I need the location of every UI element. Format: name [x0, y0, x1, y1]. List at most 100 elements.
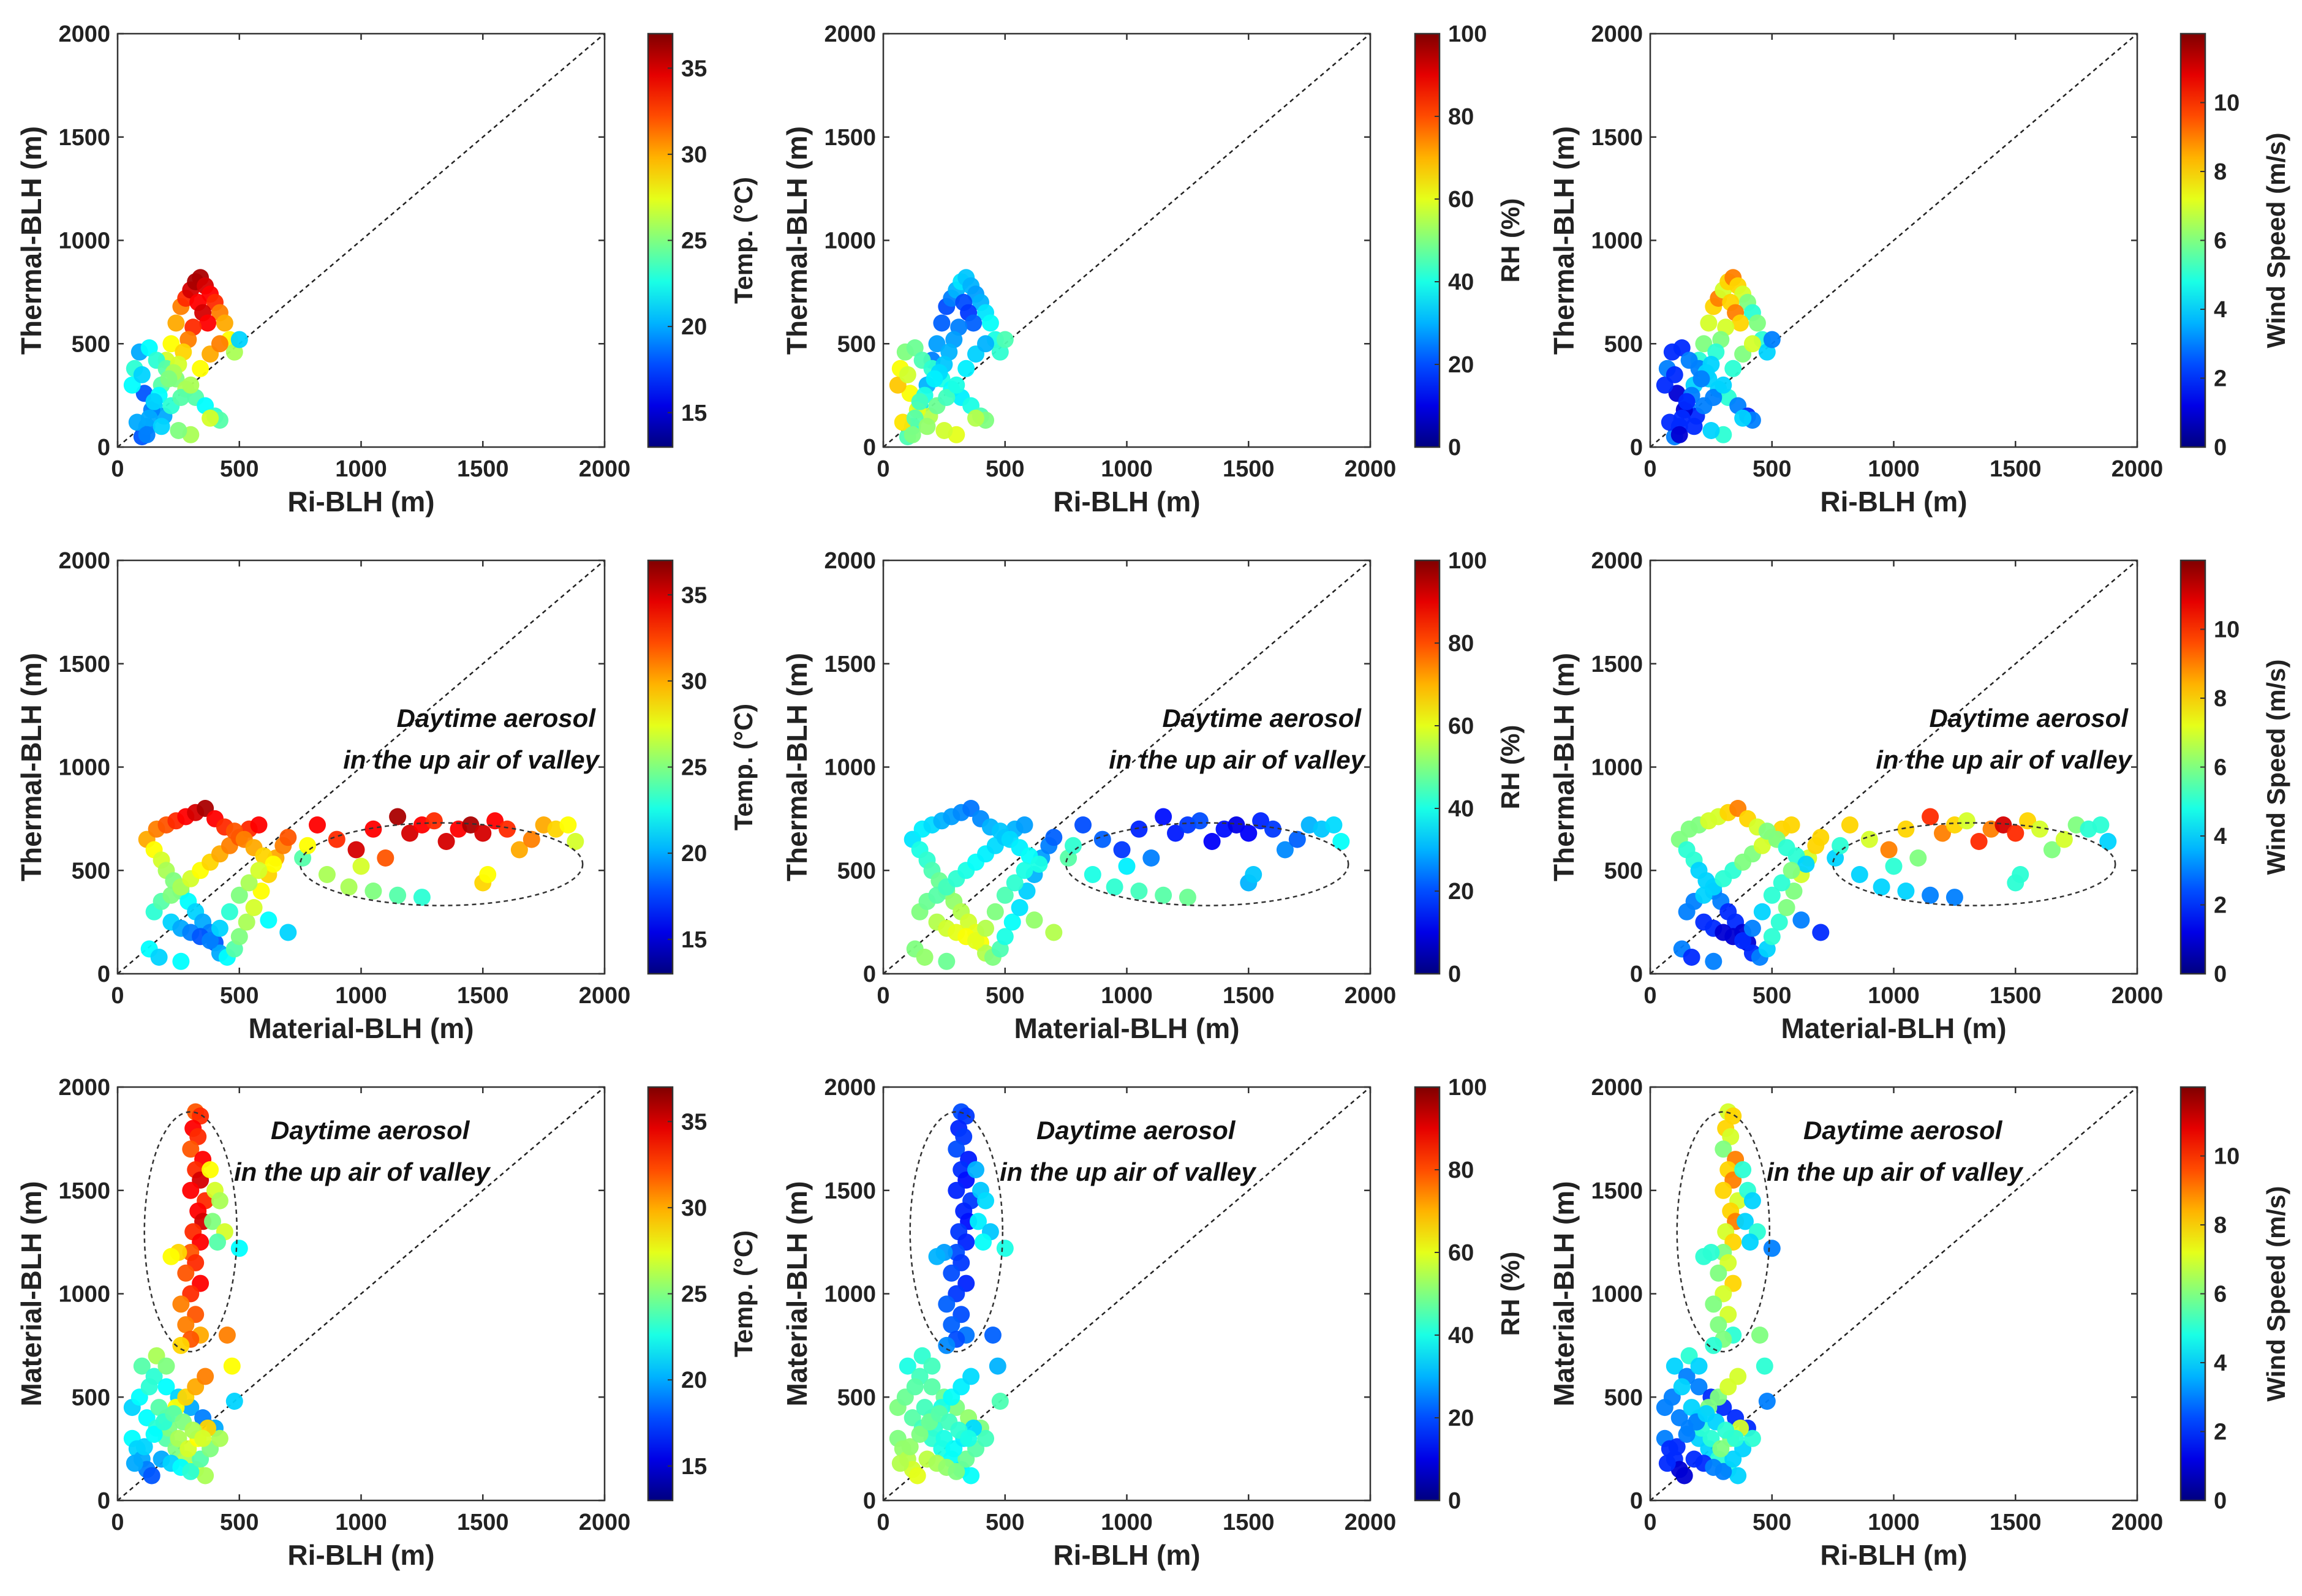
x-tick-label: 1500: [1990, 1510, 2042, 1535]
y-tick-label: 2000: [58, 548, 110, 574]
scatter-point: [1753, 903, 1771, 920]
one-to-one-line: [883, 33, 1371, 448]
scatter-point: [389, 808, 407, 826]
colorbar-tick-label: 0: [1448, 962, 1461, 987]
colorbar-tick-label: 20: [681, 1368, 707, 1393]
scatter-point: [140, 409, 158, 427]
x-tick-label: 1000: [335, 1510, 387, 1535]
scatter-point: [977, 1429, 994, 1447]
annotation-line2: in the up air of valley: [234, 1157, 491, 1186]
scatter-point: [984, 1327, 1002, 1344]
scatter-point: [1045, 924, 1063, 941]
scatter-point: [1783, 816, 1800, 834]
x-tick-label: 0: [877, 456, 889, 482]
x-tick-label: 1500: [1223, 983, 1275, 1009]
scatter-point: [172, 952, 190, 970]
scatter-point: [2092, 816, 2110, 834]
scatter-point: [510, 841, 528, 859]
scatter-point: [1006, 874, 1024, 892]
scatter-point: [260, 911, 277, 929]
scatter-point: [1734, 409, 1752, 427]
x-axis-label: Ri-BLH (m): [1820, 1539, 1967, 1571]
scatter-point: [996, 928, 1014, 946]
scatter-point: [1693, 370, 1710, 388]
colorbar-tick-label: 8: [2214, 1213, 2227, 1238]
scatter-point: [1742, 1233, 1759, 1251]
y-tick-label: 500: [1604, 1385, 1643, 1410]
y-axis-label: Thermal-BLH (m): [781, 126, 813, 355]
scatter-point: [938, 1336, 956, 1354]
y-axis-label: Thermal-BLH (m): [1548, 126, 1580, 355]
x-tick-label: 2000: [1345, 456, 1397, 482]
scatter-point: [1832, 837, 1849, 854]
scatter-point: [923, 1357, 941, 1375]
scatter-point: [1909, 849, 1927, 867]
scatter-point: [182, 1140, 200, 1158]
scatter-point: [1734, 932, 1752, 949]
scatter-point: [318, 866, 336, 883]
scatter-point: [172, 1336, 190, 1354]
scatter-point: [160, 370, 178, 388]
colorbar-label: Wind Speed (m/s): [2262, 1186, 2290, 1402]
annotation-line2: in the up air of valley: [343, 745, 600, 774]
scatter-point: [162, 335, 180, 353]
scatter-point: [1705, 952, 1723, 970]
colorbar-tick-label: 80: [1448, 1157, 1474, 1183]
scatter-point: [182, 376, 200, 394]
colorbar-tick-label: 25: [681, 755, 707, 781]
x-tick-label: 1500: [1223, 1510, 1275, 1535]
colorbar-label: Wind Speed (m/s): [2262, 660, 2290, 875]
scatter-point: [975, 1233, 992, 1251]
scatter-point: [967, 932, 984, 949]
colorbar-tick-label: 80: [1448, 631, 1474, 657]
scatter-point: [970, 1213, 987, 1230]
colorbar-tick-label: 10: [2214, 617, 2240, 643]
scatter-point: [948, 1181, 965, 1199]
annotation-line2: in the up air of valley: [1876, 745, 2133, 774]
highlight-ellipse: [909, 1111, 1004, 1353]
x-tick-label: 500: [1753, 1510, 1791, 1535]
colorbar-tick-label: 8: [2214, 686, 2227, 712]
y-axis-label: Material-BLH (m): [1548, 1181, 1580, 1406]
scatter-point: [1880, 841, 1898, 859]
scatter-point: [2012, 866, 2029, 883]
y-tick-label: 1500: [1591, 652, 1643, 677]
colorbar-tick-label: 0: [2214, 962, 2227, 987]
scatter-point: [1715, 376, 1732, 394]
scatter-point: [1673, 1378, 1691, 1396]
colorbar-tick-label: 35: [681, 56, 707, 81]
scatter-point: [916, 1399, 934, 1417]
scatter-point: [230, 886, 248, 904]
x-tick-label: 1500: [457, 1510, 509, 1535]
scatter-point: [499, 820, 516, 838]
colorbar: [1414, 32, 1441, 448]
scatter-point: [1695, 1248, 1713, 1265]
scatter-point: [182, 1462, 200, 1480]
colorbar-tick-label: 4: [2214, 824, 2227, 849]
scatter-point: [1025, 911, 1043, 929]
annotation-line1: Daytime aerosol: [397, 704, 597, 732]
scatter-point: [1851, 866, 1868, 883]
scatter-point: [172, 1295, 190, 1313]
scatter-point: [967, 409, 984, 427]
annotation-line2: in the up air of valley: [1109, 745, 1366, 774]
scatter-point: [1093, 830, 1111, 848]
x-tick-label: 0: [1643, 1510, 1656, 1535]
scatter-point: [240, 874, 258, 892]
scatter-point: [938, 1295, 956, 1313]
scatter-point: [352, 857, 370, 875]
scatter-point: [279, 829, 297, 846]
scatter-point: [1722, 1128, 1740, 1145]
colorbar-tick-label: 2: [2214, 366, 2227, 392]
scatter-point: [2043, 841, 2061, 859]
scatter-point: [1751, 1327, 1768, 1344]
scatter-point: [1228, 816, 1245, 834]
scatter-point: [1715, 1140, 1732, 1158]
scatter-point: [162, 1248, 180, 1265]
scatter-point: [1934, 824, 1951, 842]
one-to-one-line: [117, 33, 605, 448]
x-tick-label: 0: [111, 456, 124, 482]
scatter-point: [1812, 924, 1830, 941]
scatter-point: [948, 1140, 965, 1158]
